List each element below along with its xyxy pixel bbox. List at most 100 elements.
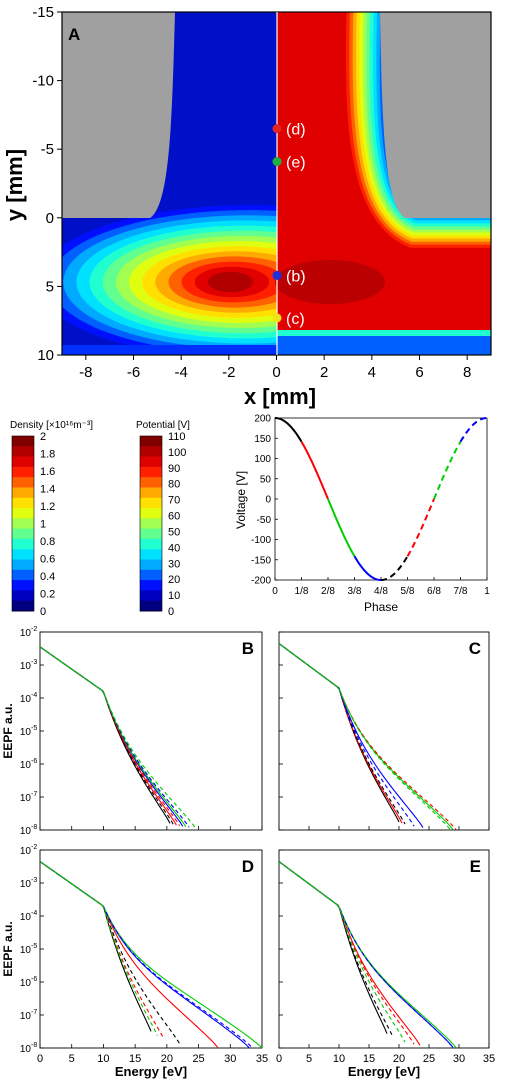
- panel-a-ytick-label: 10: [37, 347, 54, 364]
- panel-a-xtick-label: 0: [272, 364, 280, 381]
- eepf-ytick-label: 10: [20, 628, 32, 639]
- panel-a-xtick-label: 2: [320, 364, 328, 381]
- phase-xtick-label: 6/8: [427, 586, 441, 597]
- eepf-ytick-exp: -6: [31, 758, 37, 765]
- legend-level-label: 50: [168, 526, 180, 538]
- probe-point-label: (e): [286, 155, 306, 172]
- phase-xtick-label: 0: [272, 586, 278, 597]
- legend-level-label: 80: [168, 479, 180, 491]
- phase-series-line: [274, 417, 303, 443]
- eepf-ytick-label: 10: [20, 1011, 32, 1022]
- phase-ytick-label: -150: [251, 555, 271, 566]
- phase-voltage-chart: 0 1/8 2/8 3/8 4/8 5/8 6/8 7/8 1 200 150 100 50 0 -50 -1…: [234, 414, 490, 615]
- eepf-curve: [278, 643, 451, 830]
- legend-level-label: 1.4: [40, 484, 55, 496]
- right-electrode: [380, 12, 491, 218]
- panel-a-ytick-label: -15: [32, 4, 54, 21]
- legend-level-label: 0: [168, 606, 174, 618]
- phase-ytick-label: -100: [251, 535, 271, 546]
- eepf-ytick-exp: -8: [31, 1042, 37, 1049]
- probe-point: [272, 157, 282, 167]
- eepf-ytick-label: 10: [20, 945, 32, 956]
- eepf-xtick-label: 0: [37, 1053, 43, 1065]
- legend-level-label: 0.6: [40, 554, 55, 566]
- eepf-ytick-label: 10: [20, 912, 32, 923]
- panel-a-xtick-label: -6: [127, 364, 140, 381]
- phase-series-line: [300, 441, 329, 500]
- legend-level-label: 70: [168, 495, 180, 507]
- legend-level-label: 90: [168, 463, 180, 475]
- eepf-xtick-label: 30: [224, 1053, 236, 1065]
- eepf-ytick-label: 10: [20, 1044, 32, 1055]
- eepf-ytick-exp: -5: [31, 725, 37, 732]
- phase-ytick-label: 150: [254, 434, 271, 445]
- legend-level-label: 100: [168, 447, 186, 459]
- eepf-ytick-exp: -2: [31, 626, 37, 633]
- density-legend-title: Density [×10¹⁶m⁻³]: [10, 420, 93, 431]
- eepf-ytick-exp: -7: [31, 791, 37, 798]
- eepf-ytick-exp: -8: [31, 824, 37, 831]
- eepf-xtick-label: 15: [129, 1053, 141, 1065]
- panel-a-ytick-label: -5: [41, 141, 54, 158]
- probe-point: [272, 124, 282, 134]
- eepf-xlabel-left: Energy [eV]: [115, 1064, 187, 1079]
- phase-ytick-label: 100: [254, 454, 271, 465]
- eepf-xlabel-right: Energy [eV]: [348, 1064, 420, 1079]
- eepf-ytick-label: 10: [20, 727, 32, 738]
- probe-point-label: (d): [286, 122, 306, 139]
- eepf-xtick-label: 35: [256, 1053, 268, 1065]
- panel-a-ytick-label: -10: [32, 73, 54, 90]
- eepf-xtick-label: 10: [333, 1053, 345, 1065]
- eepf-ytick-exp: -7: [31, 1009, 37, 1016]
- eepf-ytick-label: 10: [20, 978, 32, 989]
- phase-ytick-label: 50: [260, 474, 272, 485]
- phase-xtick-label: 1/8: [295, 586, 309, 597]
- legend-level-label: 60: [168, 511, 180, 523]
- eepf-xtick-label: 15: [363, 1053, 375, 1065]
- phase-xtick-label: 5/8: [401, 586, 415, 597]
- eepf-panel-c: C: [278, 631, 490, 831]
- legend-level-label: 1.2: [40, 501, 55, 513]
- panel-a-xtick-label: -2: [222, 364, 235, 381]
- eepf-ytick-exp: -3: [31, 659, 37, 666]
- phase-xtick-label: 1: [484, 586, 490, 597]
- legend-level-label: 30: [168, 558, 180, 570]
- eepf-xtick-label: 25: [192, 1053, 204, 1065]
- legend-level-label: 20: [168, 574, 180, 586]
- eepf-ytick-exp: -6: [31, 976, 37, 983]
- phase-series-line: [433, 441, 462, 500]
- eepf-panels: 10-210-310-410-510-610-710 -8B C10-210-310…: [1, 626, 495, 1079]
- eepf-ytick-label: 10: [20, 661, 32, 672]
- potential-bands: [275, 12, 491, 355]
- phase-series-line: [459, 417, 488, 443]
- eepf-panel-letter: E: [470, 857, 481, 876]
- left-electrode: [62, 12, 175, 218]
- eepf-curve: [39, 861, 158, 1036]
- phase-xlabel: Phase: [364, 600, 398, 614]
- eepf-ytick-exp: -4: [31, 692, 37, 699]
- phase-ytick-label: -50: [257, 515, 272, 526]
- eepf-panel-letter: D: [242, 857, 254, 876]
- phase-ylabel: Voltage [V]: [234, 471, 248, 529]
- phase-xtick-label: 4/8: [374, 586, 388, 597]
- panel-a-ylabel: y [mm]: [2, 149, 27, 221]
- density-legend: Density [×10¹⁶m⁻³] 2 1.8 1.6 1.4 1.2 1 0.8 0.6 0…: [10, 420, 93, 618]
- legend-level-label: 1: [40, 519, 46, 531]
- phase-ytick-label: 0: [265, 495, 271, 506]
- panel-a-letter: A: [68, 25, 80, 44]
- eepf-ytick-label: 10: [20, 793, 32, 804]
- panel-a-ytick-label: 0: [46, 210, 54, 227]
- eepf-panel-d: 10 -210 -310 -410 -510 -610 -710 -80 5 10 15 20 25 30…: [20, 844, 268, 1065]
- panel-a: A -8 -6 -4 -2 0 2 4 6 8 -15 -10 -5 0 5 10 (d) (e) (b) (c…: [2, 4, 492, 409]
- legend-level-label: 110: [168, 431, 186, 443]
- eepf-ytick-exp: -3: [31, 877, 37, 884]
- eepf-panel-letter: C: [469, 639, 481, 658]
- eepf-xtick-label: 20: [161, 1053, 173, 1065]
- legend-level-label: 1.6: [40, 466, 55, 478]
- panel-a-xtick-label: 4: [368, 364, 376, 381]
- probe-point-label: (b): [286, 268, 306, 285]
- legend-level-label: 0.4: [40, 571, 55, 583]
- phase-xtick-label: 7/8: [454, 586, 468, 597]
- panel-a-xtick-label: -4: [174, 364, 187, 381]
